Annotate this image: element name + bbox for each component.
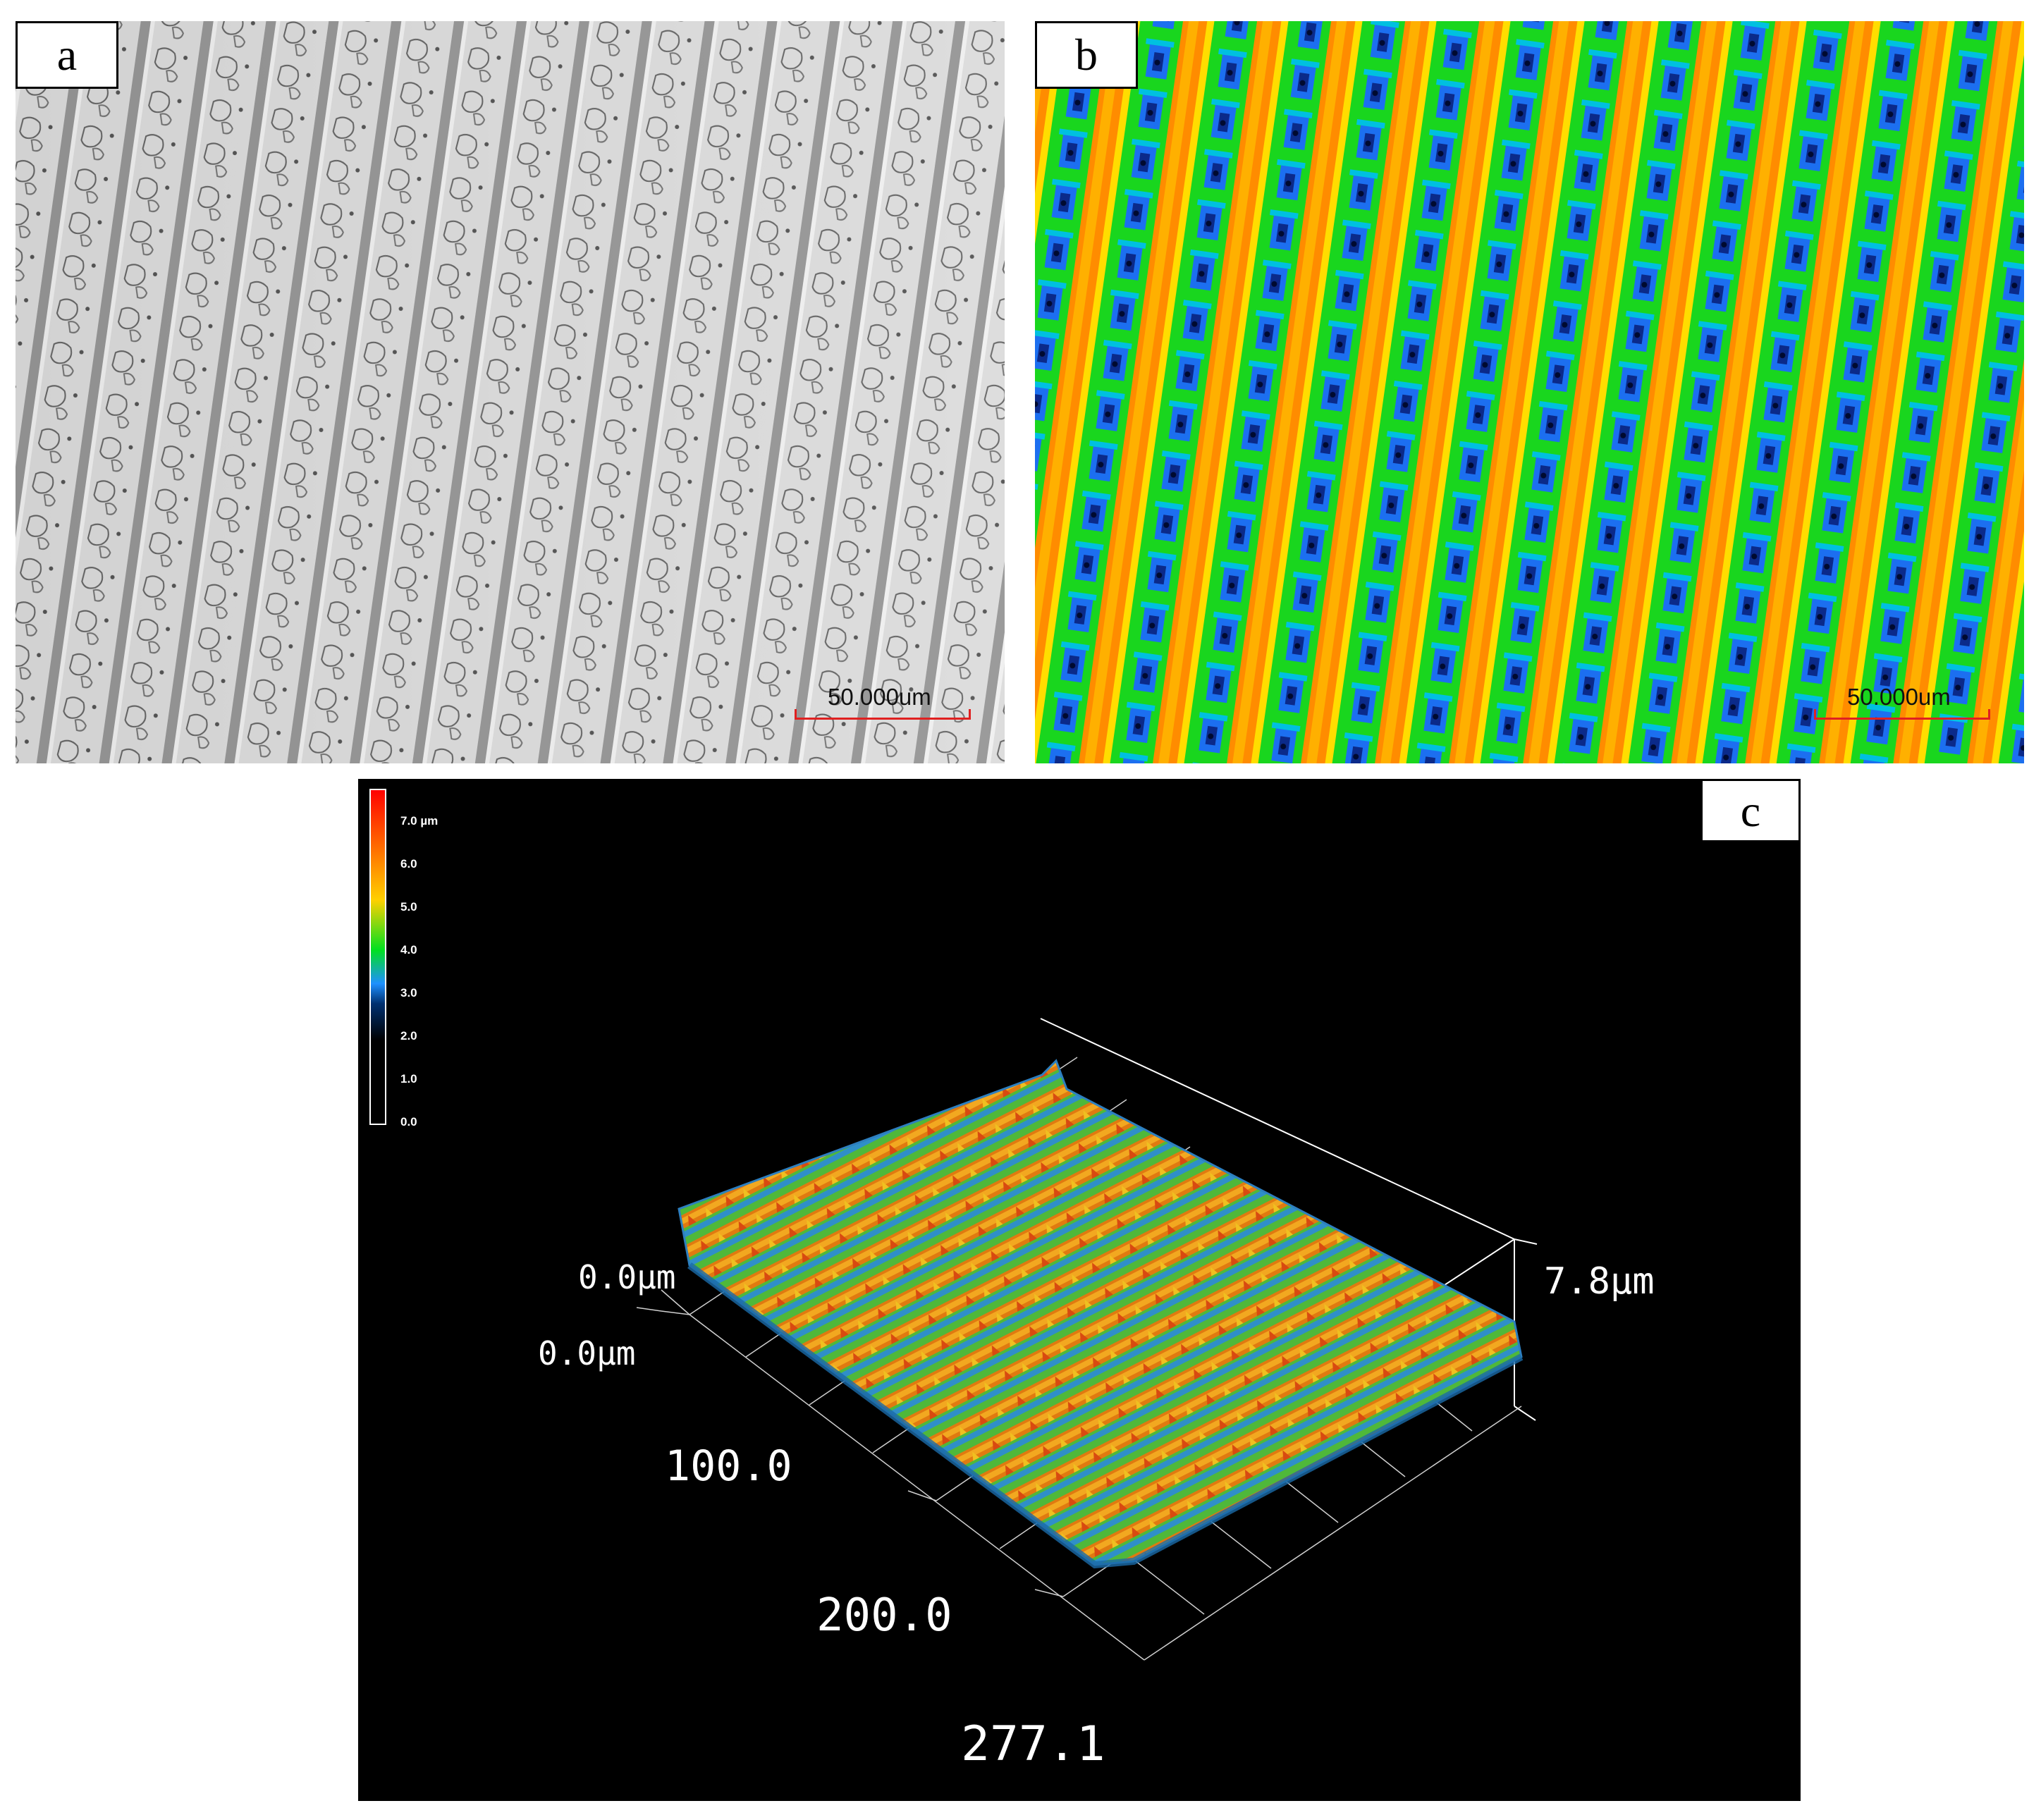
panel-a-micrograph: a 50.000um — [16, 21, 1005, 763]
colorbar-label-4: 4.0 — [400, 943, 417, 957]
axis-tick-200: 200.0 — [816, 1590, 952, 1642]
panel-c-3d-surface: c 7.0 µm 6.0 5.0 4.0 3.0 2.0 1.0 0.0 0.0… — [358, 779, 1801, 1801]
micrograph-texture — [16, 21, 1005, 763]
panel-a-scale-tick-left — [795, 709, 797, 719]
surface-plot — [369, 789, 1538, 1661]
panel-b-scale-tick-left — [1814, 709, 1816, 719]
colorbar — [369, 789, 386, 1125]
panel-b-scale-bar — [1814, 718, 1990, 720]
colorbar-label-3: 3.0 — [400, 986, 417, 1000]
panel-a-scale-tick-right — [969, 709, 971, 719]
panel-b-scale-label: 50.000um — [1847, 684, 1951, 710]
panel-b-height-map: b 50.000um — [1035, 21, 2024, 763]
colorbar-label-7: 7.0 µm — [400, 814, 439, 828]
colorbar-label-2: 2.0 — [400, 1029, 417, 1043]
colorbar-label-6: 6.0 — [400, 857, 417, 871]
axis-z-max: 7.8µm — [1544, 1260, 1655, 1303]
colorbar-label-0: 0.0 — [400, 1115, 417, 1129]
panel-a-tag: a — [16, 21, 118, 89]
axis-origin-label-top: 0.0µm — [578, 1258, 676, 1296]
surface-mesh — [678, 1059, 1523, 1566]
axis-tick-100: 100.0 — [665, 1441, 792, 1491]
colorbar-label-1: 1.0 — [400, 1072, 417, 1086]
panel-b-scale-tick-right — [1988, 709, 1990, 719]
panel-a-scale-bar — [795, 718, 971, 720]
panel-c-tag: c — [1700, 779, 1801, 842]
axis-tick-end: 277.1 — [961, 1716, 1105, 1772]
colorbar-label-5: 5.0 — [400, 900, 417, 914]
panel-a-scale-label: 50.000um — [828, 684, 931, 710]
height-map-texture — [1035, 21, 2024, 763]
panel-b-tag: b — [1035, 21, 1138, 89]
axis-origin-label-bottom: 0.0µm — [538, 1334, 636, 1372]
